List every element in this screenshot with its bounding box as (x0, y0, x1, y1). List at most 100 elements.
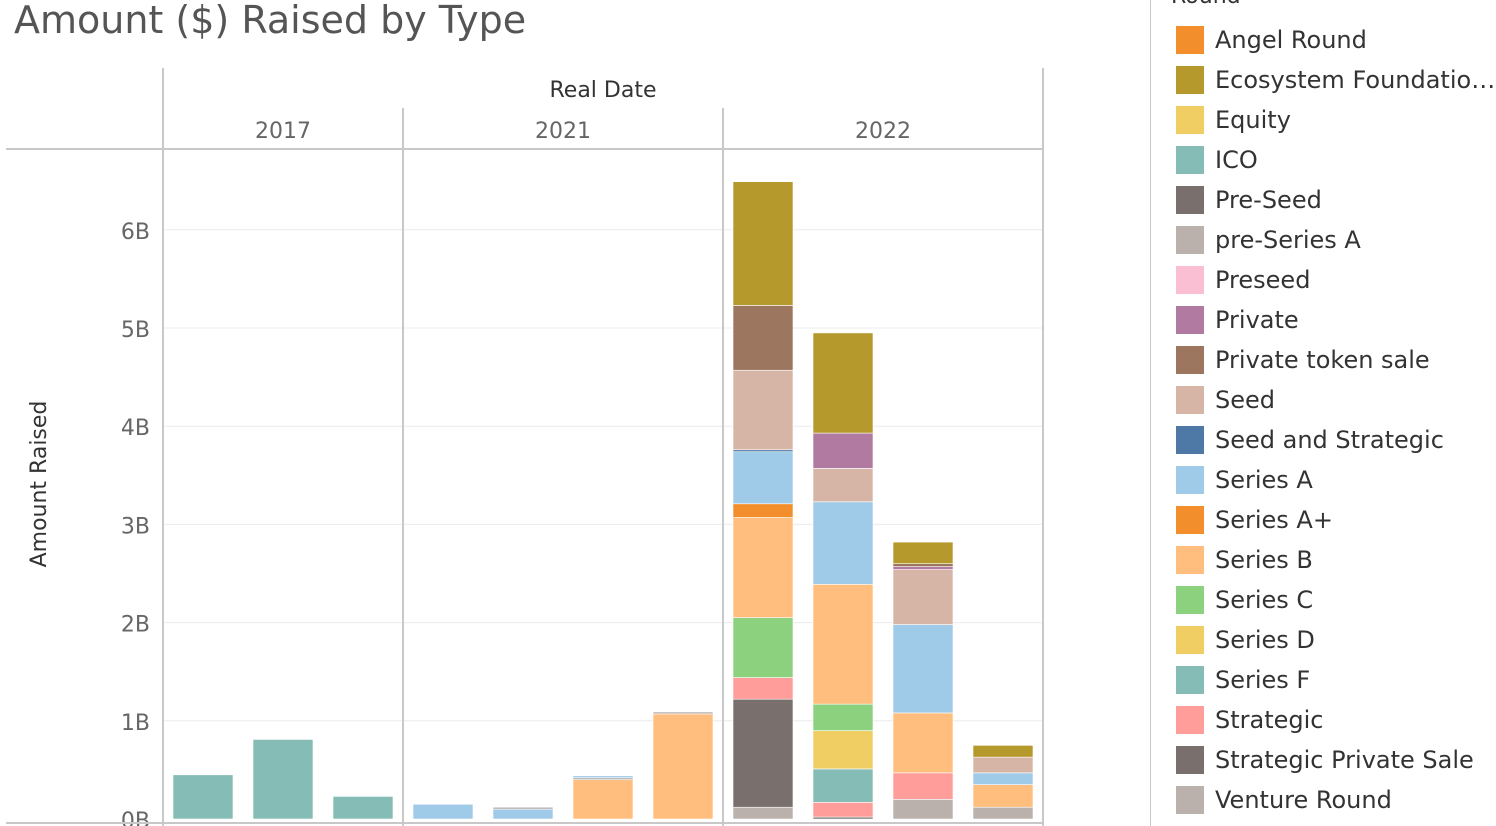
group-label: 2021 (535, 119, 591, 144)
legend-item[interactable]: Preseed (1176, 265, 1310, 295)
legend-swatch (1176, 706, 1204, 734)
group-label: 2017 (255, 119, 311, 144)
bar-segment (572, 775, 634, 779)
legend-swatch (1176, 266, 1204, 294)
legend-item[interactable]: Series D (1176, 625, 1315, 655)
legend-label: Series A (1215, 466, 1313, 494)
bar-segment (652, 711, 714, 715)
bar-segment (812, 432, 874, 469)
legend-item[interactable]: Series A (1176, 465, 1313, 495)
bar-segment (332, 796, 394, 820)
legend-label: Series F (1215, 666, 1311, 694)
legend-item[interactable]: Series F (1176, 665, 1310, 695)
legend-item[interactable]: Private (1176, 305, 1299, 335)
bar-segment (892, 569, 954, 625)
y-tick-label: 5B (121, 318, 150, 343)
legend-swatch (1176, 386, 1204, 414)
bar-segment (412, 803, 474, 820)
y-tick-label: 6B (121, 220, 150, 245)
legend-item[interactable]: Angel Round (1176, 25, 1367, 55)
y-tick-label: 3B (121, 514, 150, 539)
legend-swatch (1176, 426, 1204, 454)
bar-segment (972, 756, 1034, 774)
y-axis-title: Amount Raised (27, 401, 52, 568)
legend-label: Venture Round (1215, 786, 1392, 814)
legend-label: Pre-Seed (1215, 186, 1322, 214)
legend-swatch (1176, 106, 1204, 134)
bar-segment (812, 730, 874, 770)
legend-label: Series C (1215, 586, 1314, 614)
legend-item[interactable]: Seed (1176, 385, 1275, 415)
legend-item[interactable]: Strategic Private Sale (1176, 745, 1474, 775)
legend-swatch (1176, 586, 1204, 614)
bar-segment (892, 563, 954, 567)
bar-segment (732, 517, 794, 618)
legend-label: Series A+ (1215, 506, 1333, 534)
legend-item[interactable]: ICO (1176, 145, 1258, 175)
legend-swatch (1176, 506, 1204, 534)
legend-item[interactable]: Pre-Seed (1176, 185, 1322, 215)
bar-segment (732, 617, 794, 678)
legend-item[interactable]: Seed and Strategic (1176, 425, 1444, 455)
legend-label: pre-Series A (1215, 226, 1361, 254)
legend-swatch (1176, 346, 1204, 374)
legend-item[interactable]: Series A+ (1176, 505, 1333, 535)
bar-segment (972, 784, 1034, 808)
bar-segment (972, 806, 1034, 820)
legend-swatch (1176, 146, 1204, 174)
y-tick-label: 2B (121, 613, 150, 638)
bar-segment (572, 779, 634, 820)
legend: Round Angel Round Ecosystem Foundatio… Equ… (1150, 0, 1496, 826)
legend-label: Preseed (1215, 266, 1311, 294)
legend-label: ICO (1215, 146, 1258, 174)
legend-swatch (1176, 786, 1204, 814)
legend-label: Equity (1215, 106, 1291, 134)
bar-segment (252, 739, 314, 820)
legend-swatch (1176, 226, 1204, 254)
group-label: 2022 (855, 119, 911, 144)
legend-item[interactable]: Venture Round (1176, 785, 1392, 815)
legend-item[interactable]: Series B (1176, 545, 1313, 575)
legend-swatch (1176, 666, 1204, 694)
bar-segment (652, 713, 714, 820)
legend-item[interactable]: Ecosystem Foundatio… (1176, 65, 1495, 95)
bar-segment (172, 774, 234, 820)
bar-segment (972, 772, 1034, 785)
legend-swatch (1176, 746, 1204, 774)
legend-label: Seed and Strategic (1215, 426, 1444, 454)
legend-item[interactable]: Equity (1176, 105, 1291, 135)
y-tick-label: 4B (121, 416, 150, 441)
stacked-bar-chart: 0B 1B 2B 3B 4B 5B 6B Real Date Amount Raised 2017… (6, 68, 1044, 826)
chart-title: Amount ($) Raised by Type (14, 0, 527, 42)
y-tick-label: 0B (121, 809, 150, 826)
bar-segment (732, 451, 794, 505)
legend-swatch (1176, 186, 1204, 214)
bar-segment (812, 768, 874, 803)
legend-swatch (1176, 546, 1204, 574)
bar-segment (892, 541, 954, 564)
bar-segment (972, 745, 1034, 758)
bar-segment (892, 799, 954, 820)
legend-swatch (1176, 626, 1204, 654)
legend-label: Angel Round (1215, 26, 1367, 54)
bar-segment (812, 332, 874, 434)
legend-item[interactable]: pre-Series A (1176, 225, 1361, 255)
y-tick-label: 1B (121, 711, 150, 736)
legend-item[interactable]: Private token sale (1176, 345, 1430, 375)
bar-segment (892, 624, 954, 714)
bar-segment (492, 806, 554, 810)
bar-segment (732, 181, 794, 306)
legend-item[interactable]: Strategic (1176, 705, 1324, 735)
legend-label: Private token sale (1215, 346, 1430, 374)
legend-swatch (1176, 26, 1204, 54)
legend-label: Ecosystem Foundatio… (1215, 66, 1496, 94)
bar-segment (492, 808, 554, 820)
legend-label: Seed (1215, 386, 1275, 414)
bar-segment (892, 566, 954, 570)
bar-segment (812, 501, 874, 585)
bar-segment (892, 772, 954, 800)
bar-segment (812, 468, 874, 503)
x-axis-title: Real Date (549, 78, 656, 103)
legend-item[interactable]: Series C (1176, 585, 1313, 615)
bar-segment (732, 503, 794, 518)
